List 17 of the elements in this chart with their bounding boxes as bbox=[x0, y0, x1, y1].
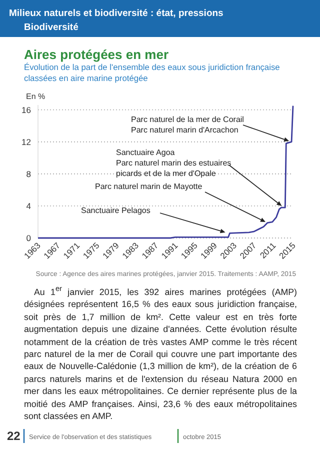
text: Milieux naturels et biodiversité : état, pressions bbox=[9, 8, 224, 19]
y-axis-title: En % bbox=[26, 92, 46, 101]
y-tick-label: 16 bbox=[22, 104, 32, 115]
annotation: Parc naturel de la mer de Corail Parc naturel marin d'Arcachon bbox=[131, 115, 244, 134]
annotation: Parc naturel marin de Mayotte bbox=[95, 182, 203, 191]
annotation: Sanctuaire Agoa Parc naturel marin des estuaires picards et de la mer d'Opale bbox=[116, 148, 232, 178]
line-series bbox=[37, 105, 294, 239]
y-tick-label: 4 bbox=[26, 200, 32, 211]
text: Biodiversité bbox=[24, 22, 78, 33]
annotation: Sanctuaire Pelagos bbox=[81, 206, 150, 215]
y-tick-label: 0 bbox=[26, 233, 32, 243]
text: 22 bbox=[7, 429, 21, 443]
chart-subtitle: Évolution de la part de l'ensemble des eaux sous juridiction française classées en aire marine protégée bbox=[24, 62, 281, 84]
y-tick-label: 8 bbox=[26, 168, 32, 179]
chart-title: Aires protégées en mer bbox=[24, 47, 169, 62]
text: Au 1$^{er}$ janvier 2015, les 392 aires marines protégées (AMP) désignées représentent 16,5 % des eaux sous juridiction française, soit près de 1,7 million de km². Cette valeur est en très forte augmentation depuis une dizaine d'années. Cette évolution résulte notamment de la création de très vastes AMP comme le très récent parc naturel de la mer de Corail qui couvre une part importante des eaux de Nouvelle-Calédonie (1,3 million de km²), de la création de 6 parcs naturels marins et de l'extension du réseau Natura 2000 en mer dans les eaux métropolitaines. Ce dernier représente plus de la moitié des AMP françaises. Ainsi, 23,6 % des eaux métropolitaines sont classées en AMP. bbox=[24, 284, 298, 422]
y-tick-label: 12 bbox=[22, 136, 32, 147]
